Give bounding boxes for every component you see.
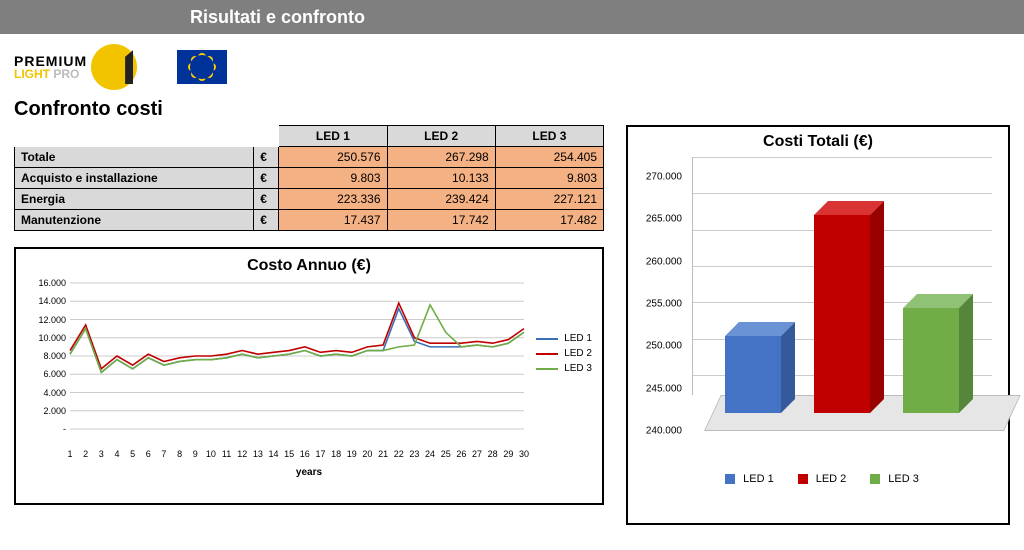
y-tick-label: 240.000 <box>646 426 682 437</box>
table-row: Manutenzione € 17.437 17.742 17.482 <box>15 210 604 231</box>
table-row: Totale € 250.576 267.298 254.405 <box>15 147 604 168</box>
page-title: Risultati e confronto <box>190 7 365 28</box>
x-tick-label: 29 <box>503 449 513 459</box>
x-tick-label: 16 <box>300 449 310 459</box>
x-tick-label: 20 <box>362 449 372 459</box>
chart-title: Costi Totali (€) <box>636 133 1000 151</box>
table-row: Energia € 223.336 239.424 227.121 <box>15 189 604 210</box>
legend-item: LED 2 <box>790 473 847 485</box>
x-tick-label: 17 <box>315 449 325 459</box>
logo-text-bottom: LIGHT PRO <box>14 68 87 80</box>
y-tick-label: 245.000 <box>646 383 682 394</box>
cost-comparison-table: LED 1 LED 2 LED 3 Totale € 250.576 267.2… <box>14 125 604 231</box>
x-tick-label: 11 <box>222 449 231 459</box>
x-tick-label: 27 <box>472 449 482 459</box>
x-tick-label: 3 <box>99 449 104 459</box>
x-tick-label: 30 <box>519 449 529 459</box>
x-tick-label: 19 <box>347 449 357 459</box>
line-chart-legend: LED 1 LED 2 LED 3 <box>536 329 592 378</box>
logo-premium-light-pro: PREMIUM LIGHT PRO <box>14 44 137 90</box>
legend-item: LED 2 <box>536 348 592 359</box>
x-tick-label: 25 <box>441 449 451 459</box>
x-tick-label: 2 <box>83 449 88 459</box>
x-tick-label: 13 <box>253 449 263 459</box>
legend-item: LED 3 <box>862 473 919 485</box>
x-tick-label: 22 <box>394 449 404 459</box>
x-tick-label: 18 <box>331 449 341 459</box>
x-tick-label: 23 <box>409 449 419 459</box>
x-tick-label: 12 <box>237 449 247 459</box>
x-tick-label: 5 <box>130 449 135 459</box>
x-tick-label: 14 <box>269 449 279 459</box>
bar <box>814 215 870 413</box>
total-cost-chart: Costi Totali (€) 240.000 245.000 250.000 25… <box>626 125 1010 525</box>
table-row: Acquisto e installazione € 9.803 10.133 … <box>15 168 604 189</box>
legend-item: LED 1 <box>717 473 774 485</box>
x-tick-label: 26 <box>456 449 466 459</box>
chart-title: Costo Annuo (€) <box>22 257 596 275</box>
x-tick-label: 8 <box>177 449 182 459</box>
bar <box>903 308 959 413</box>
table-col-header: LED 1 <box>279 126 387 147</box>
x-tick-label: 6 <box>146 449 151 459</box>
x-tick-label: 15 <box>284 449 294 459</box>
chart-x-label: years <box>22 467 596 478</box>
table-col-header: LED 2 <box>387 126 495 147</box>
logo-row: PREMIUM LIGHT PRO <box>0 34 1024 96</box>
bar-chart-legend: LED 1 LED 2 LED 3 <box>636 473 1000 485</box>
legend-item: LED 1 <box>536 333 592 344</box>
x-tick-label: 24 <box>425 449 435 459</box>
x-tick-label: 4 <box>114 449 119 459</box>
annual-cost-chart: Costo Annuo (€) -2.0004.0006.0008.00010.… <box>14 247 604 505</box>
x-tick-label: 21 <box>378 449 388 459</box>
table-col-header: LED 3 <box>495 126 603 147</box>
legend-item: LED 3 <box>536 363 592 374</box>
x-tick-label: 7 <box>161 449 166 459</box>
logo-text-top: PREMIUM <box>14 54 87 68</box>
section-title: Confronto costi <box>0 96 1024 125</box>
x-tick-label: 9 <box>193 449 198 459</box>
bar <box>725 336 781 413</box>
header-bar: Risultati e confronto <box>0 0 1024 34</box>
x-tick-label: 10 <box>206 449 216 459</box>
logo-icon <box>91 44 137 90</box>
y-tick-label: 250.000 <box>646 341 682 352</box>
x-tick-label: 1 <box>67 449 72 459</box>
y-tick-label: 255.000 <box>646 299 682 310</box>
x-tick-label: 28 <box>488 449 498 459</box>
eu-flag-icon <box>177 50 227 84</box>
y-tick-label: 270.000 <box>646 172 682 183</box>
y-tick-label: 265.000 <box>646 214 682 225</box>
y-tick-label: 260.000 <box>646 256 682 267</box>
